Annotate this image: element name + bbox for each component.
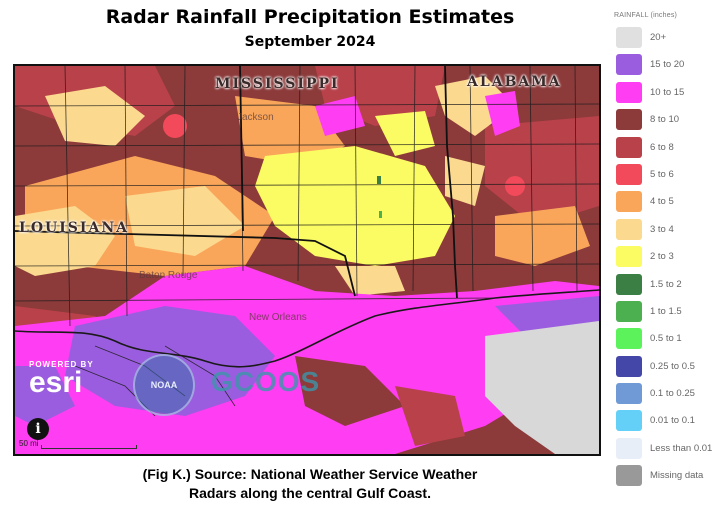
legend-item: Less than 0.01 — [614, 437, 722, 465]
noaa-logo: NOAA — [133, 354, 195, 416]
rainfall-map[interactable]: MISSISSIPPI ALABAMA LOUISIANA Jackson Ba… — [13, 64, 601, 456]
legend-swatch — [616, 218, 642, 240]
legend-item: 2 to 3 — [614, 246, 722, 273]
legend-label: 4 to 5 — [650, 196, 674, 208]
legend-item: 0.1 to 0.25 — [614, 383, 722, 410]
gcoos-logo: GCOOS — [211, 366, 321, 397]
legend-item: 4 to 5 — [614, 191, 722, 218]
city-label-baton-rouge: Baton Rouge — [139, 270, 198, 281]
legend-swatch — [616, 328, 642, 350]
legend-swatch — [616, 109, 642, 131]
city-label-jackson: Jackson — [237, 112, 274, 123]
legend-item: 5 to 6 — [614, 163, 722, 191]
legend-item: 0.01 to 0.1 — [614, 410, 722, 437]
legend-swatch — [616, 355, 642, 377]
rainfall-legend: RAINFALL (inches) 20+ 15 to 20 10 to 15 8 t… — [614, 12, 722, 493]
legend-item: 1.5 to 2 — [614, 273, 722, 301]
legend-item: 8 to 10 — [614, 109, 722, 136]
state-label-mississippi: MISSISSIPPI — [215, 76, 340, 92]
legend-swatch — [616, 191, 642, 213]
legend-item: 3 to 4 — [614, 218, 722, 246]
legend-item: 6 to 8 — [614, 136, 722, 164]
legend-swatch — [616, 27, 642, 48]
legend-swatch — [616, 437, 642, 459]
legend-swatch — [616, 465, 642, 487]
info-icon[interactable]: i — [27, 418, 49, 440]
state-label-louisiana: LOUISIANA — [19, 220, 129, 236]
scale-bar: 50 mi — [19, 439, 139, 450]
legend-item: 20+ — [614, 27, 722, 54]
legend-swatch — [616, 300, 642, 322]
legend-swatch — [616, 410, 642, 432]
legend-label: 0.1 to 0.25 — [650, 388, 695, 400]
legend-item: 0.5 to 1 — [614, 328, 722, 355]
legend-label: 0.5 to 1 — [650, 333, 682, 345]
city-label-new-orleans: New Orleans — [249, 312, 307, 323]
scale-label: 50 mi — [19, 439, 39, 448]
legend-swatch — [616, 246, 642, 268]
legend-label: Missing data — [650, 470, 704, 482]
legend-label: 2 to 3 — [650, 251, 674, 263]
legend-item: 15 to 20 — [614, 54, 722, 81]
legend-label: 1 to 1.5 — [650, 305, 682, 317]
esri-logo: POWERED BY esri — [29, 360, 94, 399]
legend-swatch — [616, 163, 642, 185]
legend-swatch — [616, 273, 642, 295]
legend-item: 0.25 to 0.5 — [614, 355, 722, 383]
legend-item: 1 to 1.5 — [614, 300, 722, 328]
legend-label: 6 to 8 — [650, 141, 674, 153]
legend-item: 10 to 15 — [614, 81, 722, 109]
legend-label: Less than 0.01 — [650, 442, 713, 454]
legend-label: 20+ — [650, 32, 667, 43]
legend-swatch — [616, 383, 642, 405]
legend-title: RAINFALL (inches) — [614, 12, 678, 19]
legend-label: 8 to 10 — [650, 114, 680, 126]
legend-label: 1.5 to 2 — [650, 278, 682, 290]
legend-item: Missing data — [614, 465, 722, 492]
legend-label: 15 to 20 — [650, 59, 685, 71]
legend-label: 10 to 15 — [650, 86, 685, 98]
page-title: Radar Rainfall Precipitation Estimates — [105, 6, 515, 28]
legend-swatch — [616, 136, 642, 158]
figure-caption-line-1: (Fig K.) Source: National Weather Servic… — [142, 466, 478, 482]
page-subtitle: September 2024 — [244, 34, 376, 50]
legend-label: 0.25 to 0.5 — [650, 360, 695, 372]
legend-swatch — [616, 54, 642, 76]
legend-label: 0.01 to 0.1 — [650, 415, 695, 427]
legend-label: 3 to 4 — [650, 223, 674, 235]
legend-swatch — [616, 81, 642, 103]
figure-caption-line-2: Radars along the central Gulf Coast. — [189, 485, 431, 501]
legend-label: 5 to 6 — [650, 168, 674, 180]
state-label-alabama: ALABAMA — [467, 74, 562, 90]
